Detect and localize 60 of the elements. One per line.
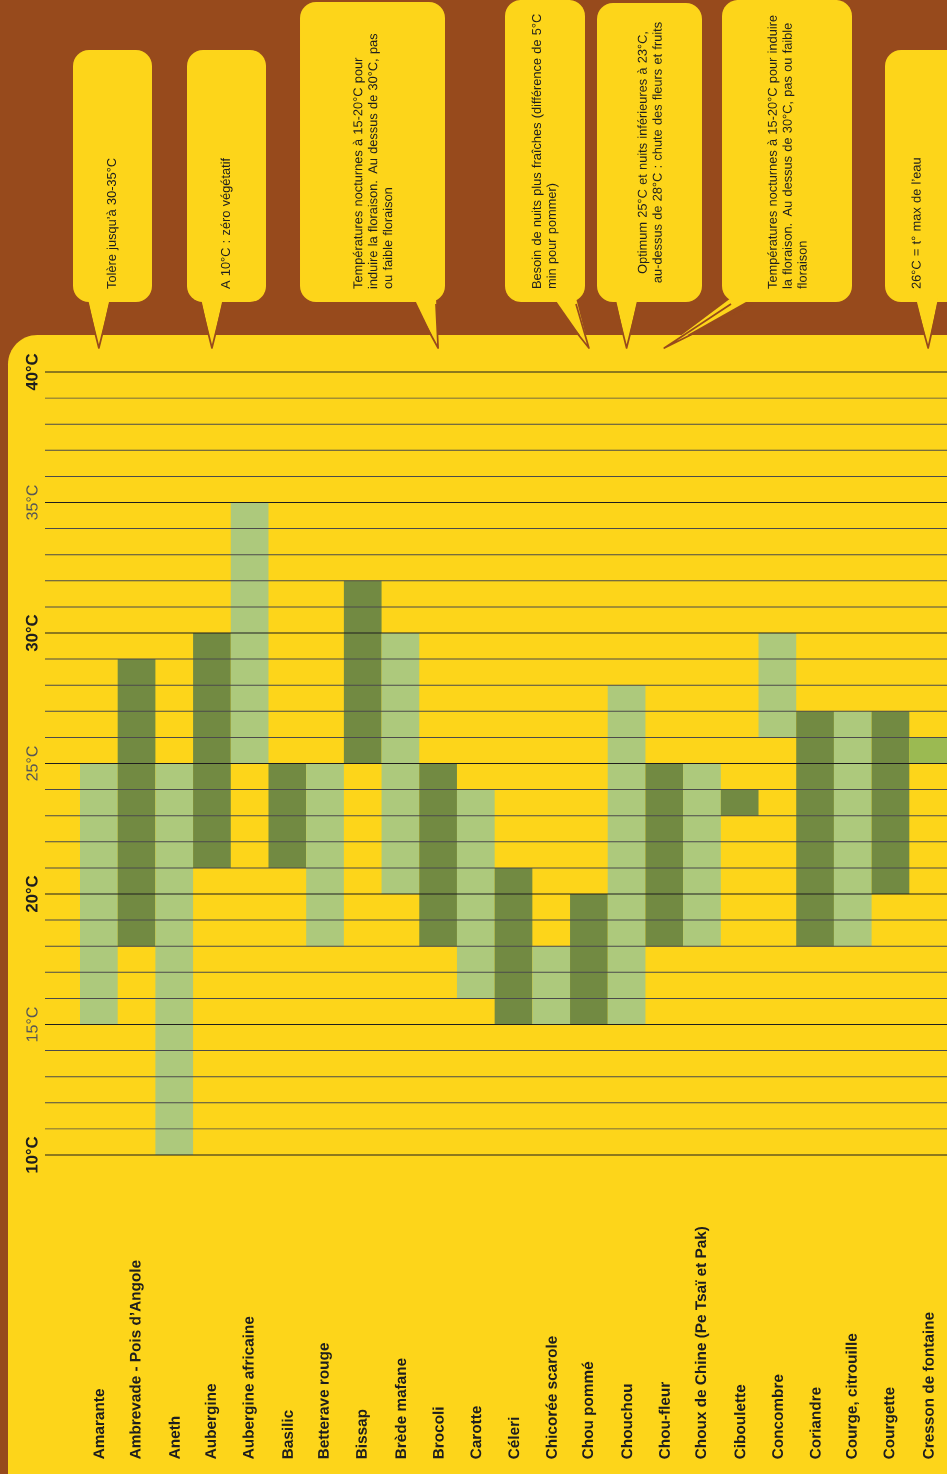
x-tick-label: Basilic xyxy=(281,1410,293,1459)
y-tick-label: 20°C xyxy=(25,875,38,913)
y-tick-label: 35°C xyxy=(26,485,38,520)
x-tick-label: Courgette xyxy=(883,1387,898,1459)
text: A 10°C : zéro végétatif xyxy=(220,157,233,289)
bar xyxy=(494,867,533,1025)
text: 26°C = t° max de l’eau xyxy=(911,158,921,289)
text: Températures nocturnes à 15-20°C pour induire la floraison. Au dessus de 30°C, pas ou faible floraison xyxy=(352,33,393,289)
x-tick-label: Ambrevade - Pois d’Angole xyxy=(129,1260,144,1459)
bar xyxy=(343,580,382,764)
x-tick-label: Cresson de fontaine xyxy=(922,1312,934,1459)
x-tick-label: Céleri xyxy=(507,1417,520,1459)
x-tick-label: Amarante xyxy=(93,1389,105,1459)
bar xyxy=(720,789,759,816)
bar xyxy=(456,789,495,999)
text: Températures nocturnes à 15-20°C pour induire la floraison. Au dessus de 30°C, pas ou faible floraison xyxy=(767,15,807,289)
x-tick-label: Aneth xyxy=(168,1416,180,1459)
bar xyxy=(645,763,684,947)
y-tick-label: 40°C xyxy=(25,353,38,391)
bar xyxy=(155,763,194,1155)
x-tick-label: Chou-fleur xyxy=(658,1382,670,1459)
x-tick-label: Courge, citrouille xyxy=(845,1333,860,1459)
x-tick-label: Brocoli xyxy=(432,1407,444,1459)
x-tick-label: Coriandre xyxy=(809,1387,821,1459)
bar xyxy=(268,763,307,868)
bar xyxy=(230,502,269,764)
bar xyxy=(833,711,872,947)
bar xyxy=(306,763,344,947)
y-tick-label: 25°C xyxy=(26,746,38,781)
x-tick-label: Aubergine xyxy=(204,1383,220,1459)
x-tick-label: Chicorée scarole xyxy=(545,1336,557,1459)
x-tick-label: Chou pommé xyxy=(581,1361,597,1459)
x-tick-label: Carotte xyxy=(470,1406,482,1459)
x-tick-label: Choux de Chine (Pe Tsaï et Pak) xyxy=(694,1226,710,1459)
bar xyxy=(80,763,118,1025)
bar xyxy=(117,659,156,947)
x-tick-label: Brède mafane xyxy=(394,1358,407,1459)
text: Tolère jusqu’à 30-35°C xyxy=(106,158,119,289)
text: Besoin de nuits plus fraîches (différence de 5°C min pour pommer) xyxy=(531,14,559,289)
y-tick-label: 15°C xyxy=(26,1007,38,1042)
bar xyxy=(909,737,947,764)
y-tick-label: 10°C xyxy=(25,1136,38,1173)
bar xyxy=(570,894,608,1025)
bar xyxy=(532,946,571,1025)
bar xyxy=(607,685,646,1025)
bar xyxy=(796,711,834,947)
bar xyxy=(419,763,457,947)
bar xyxy=(683,763,721,947)
x-tick-label: Betterave rouge xyxy=(318,1343,332,1459)
x-tick-label: Bissap xyxy=(355,1409,370,1459)
x-tick-label: Concombre xyxy=(771,1374,783,1459)
y-tick-label: 30°C xyxy=(25,614,38,652)
x-tick-label: Chouchou xyxy=(620,1384,633,1459)
text: Optimum 25°C et nuits inférieures à 23°C, au-dessus de 28°C : chute des fleurs et fruits xyxy=(637,22,662,283)
bar xyxy=(758,633,797,738)
bar xyxy=(193,633,231,868)
x-tick-label: Ciboulette xyxy=(734,1384,746,1459)
x-tick-label: Aubergine africaine xyxy=(242,1316,257,1459)
bar xyxy=(381,633,420,894)
bar xyxy=(871,711,910,894)
